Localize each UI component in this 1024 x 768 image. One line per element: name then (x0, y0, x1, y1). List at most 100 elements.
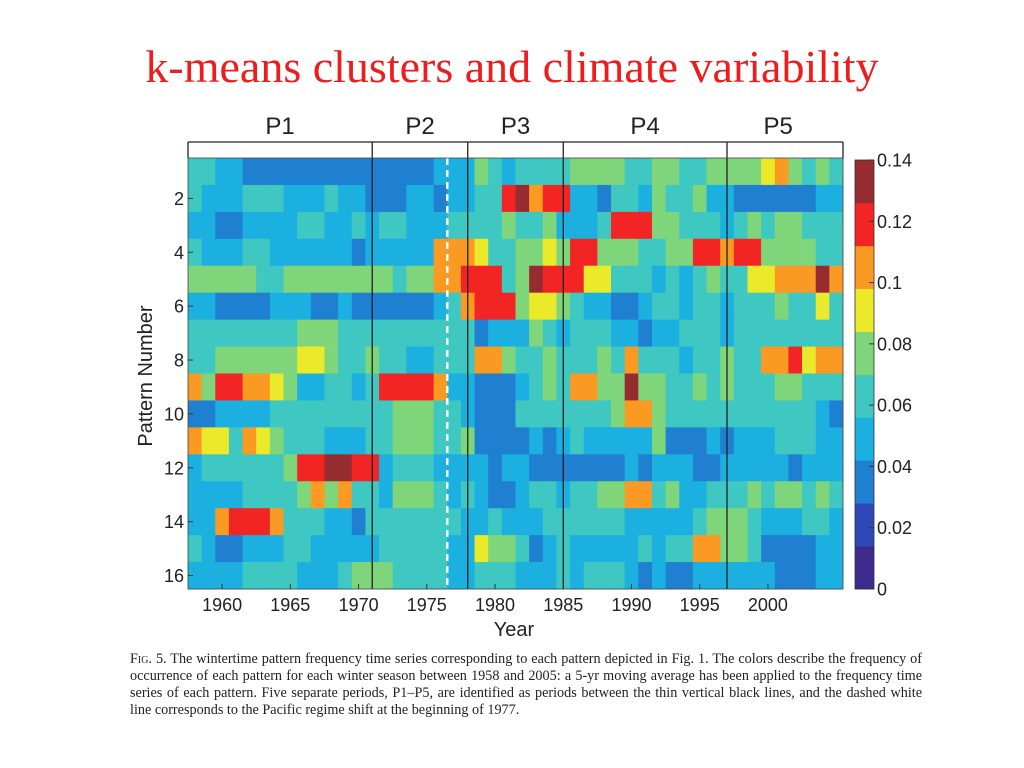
heatmap-cell (761, 319, 776, 347)
heatmap-cell (583, 319, 598, 347)
heatmap-cell (188, 184, 203, 213)
heatmap-cell (665, 400, 680, 428)
heatmap-cell (283, 265, 298, 294)
heatmap-cell (269, 373, 284, 401)
heatmap-cell (706, 535, 721, 563)
heatmap-cell (679, 535, 694, 563)
heatmap-cell (638, 238, 653, 267)
heatmap-cell (242, 535, 257, 563)
heatmap-cell (829, 184, 844, 213)
heatmap-cell (733, 427, 748, 455)
heatmap-cell (597, 238, 612, 267)
heatmap-cell (419, 535, 435, 563)
heatmap-cell (433, 481, 448, 509)
heatmap-cell (256, 158, 271, 186)
heatmap-cell (638, 346, 653, 374)
heatmap-cell (529, 562, 544, 590)
heatmap-cell (761, 265, 776, 294)
heatmap-cell (392, 265, 407, 294)
heatmap-cell (761, 292, 776, 321)
heatmap-cell (242, 400, 257, 428)
heatmap-cell (542, 481, 557, 509)
heatmap-cell (474, 184, 489, 213)
x-tick-label: 1960 (202, 595, 242, 615)
heatmap-cell (542, 211, 557, 240)
x-tick-label: 2000 (748, 595, 788, 615)
heatmap-cell (297, 158, 312, 186)
colorbar-segment (855, 546, 874, 590)
heatmap-cell (597, 454, 612, 482)
heatmap-cell (542, 158, 557, 186)
heatmap-cell (338, 265, 353, 294)
heatmap-cell (815, 319, 830, 347)
heatmap-cell (638, 319, 653, 347)
heatmap-cell (215, 400, 230, 428)
heatmap-cell (297, 481, 312, 509)
heatmap-cell (324, 319, 339, 347)
heatmap-cell (269, 265, 284, 294)
heatmap-cell (201, 481, 216, 509)
heatmap-cell (597, 373, 612, 401)
heatmap-cell (542, 562, 557, 590)
heatmap-cell (201, 265, 216, 294)
heatmap-cell (379, 400, 394, 428)
heatmap-cell (324, 184, 339, 213)
heatmap-cell (392, 211, 407, 240)
heatmap-cell (747, 184, 762, 213)
heatmap-cell (447, 562, 462, 590)
heatmap-cell (788, 535, 803, 563)
heatmap-cell (529, 535, 544, 563)
period-label: P2 (405, 113, 434, 140)
heatmap-cell (297, 535, 312, 563)
heatmap-cell (501, 158, 516, 186)
heatmap-cell (774, 508, 789, 536)
heatmap-cell (501, 292, 516, 321)
heatmap-cell (624, 319, 639, 347)
heatmap-cell (542, 238, 557, 267)
heatmap-cell (733, 211, 748, 240)
heatmap-cell (774, 346, 789, 374)
heatmap-cell (774, 158, 789, 186)
heatmap-cell (747, 373, 762, 401)
heatmap-cell (679, 265, 694, 294)
heatmap-cell (310, 265, 325, 294)
heatmap-cell (815, 211, 830, 240)
heatmap-cell (624, 562, 639, 590)
heatmap-cell (447, 238, 462, 267)
heatmap-cell (501, 481, 516, 509)
heatmap-cell (679, 184, 694, 213)
y-tick-label: 6 (174, 297, 184, 317)
heatmap-cell (447, 400, 462, 428)
heatmap-cell (488, 238, 503, 267)
heatmap-cell (761, 454, 776, 482)
heatmap-cell (515, 158, 530, 186)
heatmap-cell (815, 265, 830, 294)
heatmap-cell (829, 265, 844, 294)
x-tick-label: 1970 (339, 595, 379, 615)
heatmap-cell (529, 238, 544, 267)
heatmap-cell (597, 292, 612, 321)
y-tick-label: 16 (164, 566, 184, 586)
heatmap-cell (761, 508, 776, 536)
heatmap-cell (201, 373, 216, 401)
heatmap-cell (283, 211, 298, 240)
heatmap-cell (638, 265, 653, 294)
heatmap-cell (665, 292, 680, 321)
heatmap-cell (310, 427, 325, 455)
heatmap-cell (679, 346, 694, 374)
heatmap-cell (651, 562, 667, 590)
heatmap-cell (351, 292, 366, 321)
heatmap-cell (488, 346, 503, 374)
heatmap-cell (665, 319, 680, 347)
heatmap-cell (256, 238, 271, 267)
heatmap-cell (242, 319, 257, 347)
heatmap-cell (379, 535, 394, 563)
heatmap-cell (419, 346, 435, 374)
heatmap-cell (351, 535, 366, 563)
heatmap-cell (351, 454, 366, 482)
heatmap-cell (242, 211, 257, 240)
heatmap-cell (665, 373, 680, 401)
heatmap-cell (651, 400, 667, 428)
heatmap-cell (542, 508, 557, 536)
heatmap-cell (665, 158, 680, 186)
